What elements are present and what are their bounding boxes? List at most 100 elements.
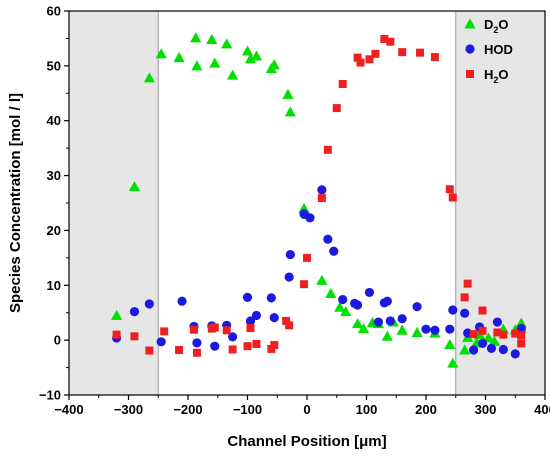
data-point-hod (285, 249, 295, 260)
data-point-d2o (250, 50, 263, 61)
data-point-h2o (478, 306, 487, 315)
data-point-hod (412, 302, 422, 312)
data-point-hod (129, 307, 140, 317)
data-point-h2o (445, 185, 454, 194)
data-point-d2o (227, 69, 239, 80)
data-point-hod (460, 308, 470, 318)
y-tick-label: −10 (39, 388, 61, 403)
y-axis-title: Species Concentration [mol / l] (7, 93, 24, 313)
y-tick-label: 40 (47, 113, 61, 128)
x-tick-label: 200 (415, 402, 437, 417)
series-h2o (112, 34, 526, 357)
data-point-h2o (371, 49, 380, 58)
data-point-hod (430, 325, 440, 335)
data-point-d2o (396, 324, 408, 335)
data-point-d2o (482, 332, 495, 343)
data-point-h2o (317, 194, 326, 203)
data-point-h2o (338, 79, 347, 88)
data-point-hod (177, 296, 187, 306)
data-point-d2o (173, 52, 185, 63)
data-point-h2o (282, 316, 291, 325)
data-point-hod (397, 314, 407, 324)
data-point-d2o (351, 318, 364, 329)
x-tick-label: −200 (173, 402, 202, 417)
data-point-h2o (430, 53, 439, 62)
data-series (111, 32, 527, 368)
data-point-hod (245, 316, 256, 326)
data-point-d2o (209, 57, 221, 68)
data-point-h2o (112, 330, 121, 339)
data-point-h2o (145, 346, 154, 355)
data-point-d2o (411, 326, 423, 337)
data-point-hod (492, 317, 502, 327)
data-point-h2o (252, 339, 261, 348)
data-point-h2o (210, 323, 219, 332)
data-point-d2o (340, 306, 352, 317)
data-point-h2o (386, 37, 395, 46)
data-point-d2o (143, 72, 155, 83)
data-point-hod (421, 324, 431, 334)
data-point-h2o (478, 326, 487, 335)
data-point-h2o (511, 329, 520, 338)
data-point-h2o (228, 345, 237, 354)
data-point-h2o (303, 253, 311, 262)
data-point-h2o (356, 58, 365, 67)
legend-marker-hod (465, 44, 475, 54)
data-point-h2o (222, 326, 231, 335)
data-point-hod (338, 294, 348, 305)
data-point-d2o (316, 274, 328, 285)
x-tick-label: −400 (54, 402, 83, 417)
x-tick-label: −100 (233, 402, 262, 417)
data-point-h2o (189, 325, 198, 334)
data-point-hod (210, 341, 220, 351)
data-point-d2o (447, 357, 459, 368)
data-point-d2o (325, 287, 337, 298)
data-point-hod (352, 300, 363, 310)
y-tick-label: 0 (54, 333, 61, 348)
legend-item-d2o: D2O (464, 17, 509, 35)
legend-label-d2o: D2O (484, 17, 509, 35)
data-point-d2o (191, 60, 203, 71)
data-point-hod (266, 293, 276, 303)
data-point-h2o (499, 330, 508, 339)
legend-label-hod: HOD (484, 42, 513, 57)
data-point-hod (251, 310, 262, 321)
data-point-h2o (175, 346, 184, 355)
data-point-d2o (357, 323, 370, 334)
legend-marker-d2o (464, 18, 476, 29)
y-tick-label: 20 (47, 223, 61, 238)
y-tick-label: 30 (47, 168, 61, 183)
data-point-h2o (517, 331, 526, 340)
data-point-h2o (469, 330, 478, 339)
data-point-hod (269, 313, 279, 323)
data-point-d2o (155, 48, 167, 59)
y-tick-label: 50 (47, 58, 61, 73)
series-hod (112, 185, 526, 359)
x-tick-label: 400 (534, 402, 550, 417)
data-point-h2o (243, 342, 252, 351)
data-point-hod (445, 324, 455, 334)
data-point-hod (382, 296, 392, 306)
data-point-d2o (244, 53, 257, 64)
data-point-hod (498, 344, 508, 355)
data-point-h2o (365, 55, 374, 64)
data-point-h2o (398, 48, 407, 57)
legend: D2O HOD H2O (464, 17, 513, 85)
x-tick-label: 0 (303, 402, 310, 417)
data-point-d2o (206, 33, 218, 45)
data-point-h2o (192, 348, 201, 357)
x-tick-label: 300 (475, 402, 497, 417)
data-point-hod (156, 337, 166, 347)
data-point-h2o (270, 341, 279, 350)
legend-item-h2o: H2O (466, 67, 509, 85)
data-point-h2o (463, 279, 472, 288)
data-point-hod (284, 272, 294, 282)
data-point-d2o (284, 106, 296, 117)
data-point-hod (192, 338, 202, 348)
data-point-d2o (282, 88, 294, 99)
data-point-d2o (381, 330, 393, 341)
data-point-hod (144, 299, 154, 309)
data-point-h2o (380, 34, 389, 43)
